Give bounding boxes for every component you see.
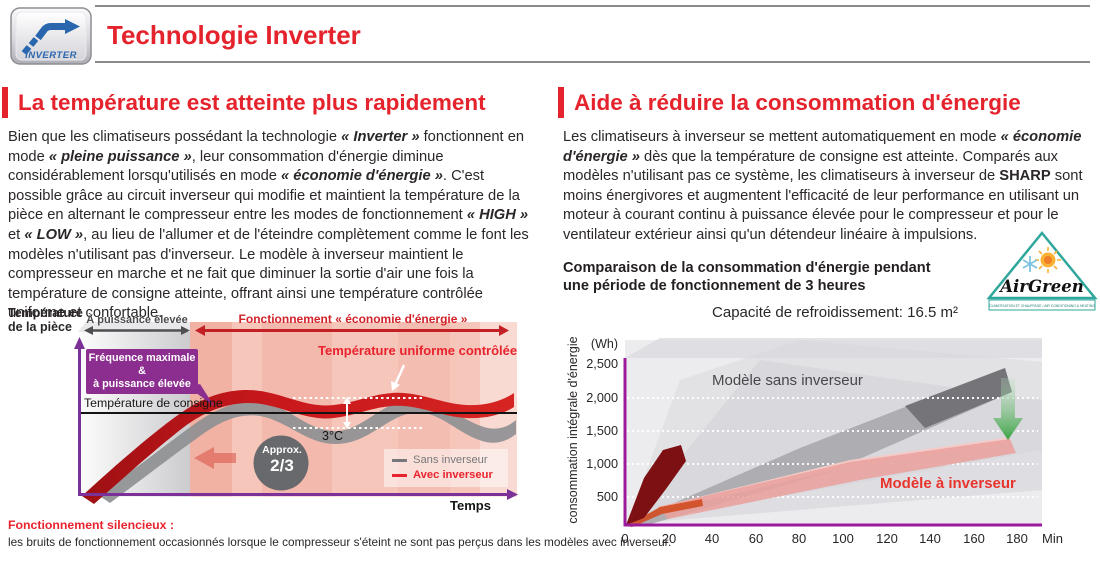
left-body-seg: « LOW » <box>24 226 84 243</box>
steep-rise-wedge <box>626 445 686 525</box>
uniform-temp-label: Température uniforme contrôlée <box>318 343 518 358</box>
setpoint-label: Température de consigne <box>84 396 223 410</box>
left-body-seg: « Inverter » <box>341 129 420 145</box>
y-tick: 1,000 <box>586 457 618 471</box>
legend-with-label: Avec inverseur <box>413 469 493 481</box>
approx-circle <box>253 435 309 491</box>
inverter-badge-label: INVERTER <box>25 50 77 61</box>
x-tick: 180 <box>1006 531 1028 546</box>
high-power-arrow <box>84 326 190 335</box>
left-body-paragraph: Bien que les climatiseurs possédant la t… <box>8 128 542 324</box>
right-section-title: Aide à réduire la consommation d'énergie <box>558 87 1021 118</box>
airgreen-tagline: CLIMATISATION ET CHAUFFAGE / AIR CONDITI… <box>989 304 1095 308</box>
header-rule-bottom <box>95 61 1090 63</box>
with-inverter-ribbon <box>82 389 514 504</box>
sun-icon <box>1035 247 1061 273</box>
y-tick: 2,000 <box>586 391 618 405</box>
left-body-seg: et <box>8 226 25 243</box>
snowflake-icon <box>1022 256 1038 272</box>
x-tick: 40 <box>704 531 720 546</box>
left-body-seg: fonctionnent en mode <box>8 129 525 165</box>
without-inverter-ribbon <box>98 398 516 503</box>
cooling-capacity-title: Capacité de refroidissement: 16.5 m² <box>712 304 958 321</box>
with-inverter-series-label: Modèle à inverseur <box>880 475 1016 492</box>
chart-unit-label: (Wh) <box>590 337 618 351</box>
y-tick: 2,500 <box>586 357 618 371</box>
x-tick: 80 <box>791 531 807 546</box>
chart-axes <box>623 358 1042 527</box>
x-unit-label: Min <box>1042 531 1063 546</box>
uniform-temp-arrow <box>391 364 406 391</box>
x-tick: 140 <box>919 531 941 546</box>
room-temp-axis-label: Température de la pièce <box>8 306 83 334</box>
right-body-seg: SHARP <box>999 168 1051 185</box>
high-power-zone-label: À puissance élevée <box>86 314 188 326</box>
x-tick: 0 <box>621 531 629 546</box>
gridlines <box>627 397 1038 498</box>
airgreen-logo: AirGreen CLIMATISATION ET CHAUFFAGE / AI… <box>986 231 1098 311</box>
left-body-seg: « pleine puissance » <box>48 148 192 165</box>
red-title-bar <box>2 87 8 118</box>
x-tick: 120 <box>876 531 898 546</box>
max-frequency-box: Fréquence maximale & à puissance élevée <box>86 349 198 394</box>
legend-dash-gray <box>392 459 407 462</box>
left-body-seg: Bien que les climatiseurs possédant la t… <box>8 129 342 145</box>
page-title: Technologie Inverter <box>107 20 361 50</box>
diagram-axes <box>74 337 518 500</box>
x-tick: 60 <box>748 531 764 546</box>
y-tick: 500 <box>596 490 618 504</box>
airgreen-wordmark: AirGreen <box>998 277 1084 296</box>
inverter-badge-icon: INVERTER <box>10 7 92 65</box>
economy-arrow <box>195 325 509 336</box>
delta-double-arrow <box>343 397 351 429</box>
x-tick: 100 <box>832 531 854 546</box>
header-rule-top <box>95 5 1090 7</box>
left-section-title: La température est atteinte plus rapidem… <box>2 87 486 118</box>
right-body-seg: sont moins énergivores et augmentent l'e… <box>563 168 1083 243</box>
red-title-bar <box>558 87 564 118</box>
diagram-legend: Sans inverseur Avec inverseur <box>384 449 508 487</box>
right-section-heading: Aide à réduire la consommation d'énergie <box>574 89 1021 115</box>
chart-y-axis-label: consommation intégrale d'énergie <box>566 336 580 524</box>
with-inverter-band <box>658 439 1016 519</box>
x-tick: 160 <box>963 531 985 546</box>
without-inverter-series-label: Modèle sans inverseur <box>712 372 863 389</box>
silent-note-body: les bruits de fonctionnement occasionnés… <box>8 535 672 549</box>
legend-dash-red <box>392 474 407 477</box>
reduction-arrow <box>194 447 236 469</box>
right-body-paragraph: Les climatiseurs à inverseur se mettent … <box>563 128 1092 246</box>
approx-two-thirds-label: Approx. 2/3 <box>262 444 302 475</box>
right-body-seg: « économie d'énergie » <box>563 129 1082 165</box>
x-tick: 20 <box>661 531 677 546</box>
comparison-subtitle: Comparaison de la consommation d'énergie… <box>563 260 931 294</box>
left-body-seg: . C'est possible grâce au circuit invers… <box>8 168 520 224</box>
silent-note-title: Fonctionnement silencieux : <box>8 518 175 532</box>
legend-without-label: Sans inverseur <box>413 454 488 466</box>
right-body-seg: dès que la température de consigne est a… <box>563 148 1058 185</box>
time-axis-label: Temps <box>450 498 491 513</box>
left-section-heading: La température est atteinte plus rapidem… <box>18 89 486 115</box>
right-body-seg: Les climatiseurs à inverseur se mettent … <box>563 129 1001 145</box>
left-body-seg: « économie d'énergie » <box>281 168 443 185</box>
left-body-seg: , leur consommation d'énergie diminue co… <box>8 148 444 185</box>
delta-3c-label: 3°C <box>322 429 343 443</box>
energy-consumption-chart <box>623 338 1042 527</box>
left-body-seg: , au lieu de l'allumer et de l'éteindre … <box>8 226 529 322</box>
savings-arrow <box>993 378 1023 440</box>
inverter-arrow-glyph <box>21 19 80 55</box>
economy-zone-label: Fonctionnement « économie d'énergie » <box>238 312 468 326</box>
left-body-seg: « HIGH » <box>466 207 529 224</box>
y-tick: 1,500 <box>586 424 618 438</box>
